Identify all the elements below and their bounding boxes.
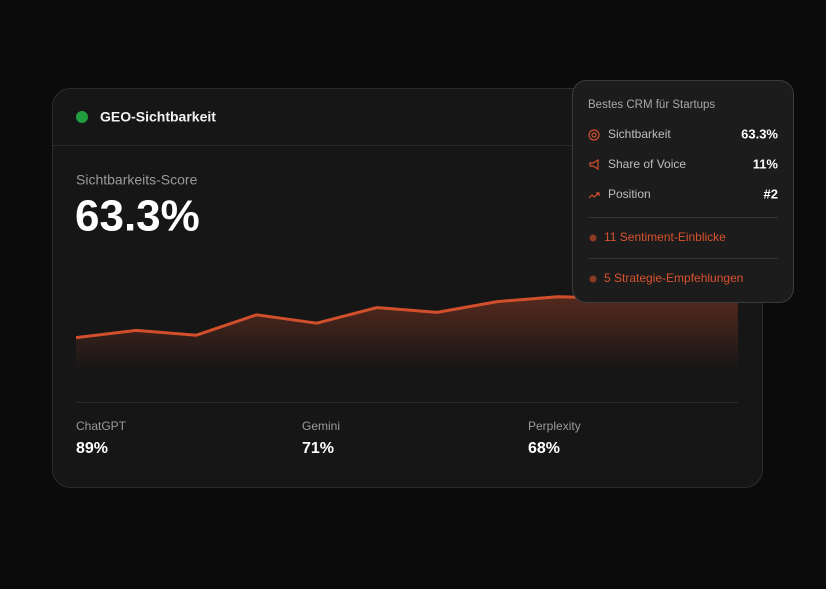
popup-link[interactable]: 5 Strategie-Empfehlungen xyxy=(604,271,743,285)
row-value: 11% xyxy=(753,156,779,171)
trend-icon xyxy=(588,192,600,199)
row-label: Position xyxy=(608,187,651,201)
bullet xyxy=(589,275,597,283)
popup: Bestes CRM für Startups Sichtbarkeit 63.… xyxy=(572,80,794,303)
score-label: Sichtbarkeits-Score xyxy=(76,172,198,188)
row-value: 63.3% xyxy=(741,126,778,141)
popup-frame xyxy=(572,80,794,303)
model-name: ChatGPT xyxy=(76,419,127,433)
model-name: Perplexity xyxy=(528,419,581,433)
model-name: Gemini xyxy=(302,419,340,433)
target-icon xyxy=(591,132,597,138)
megaphone-icon xyxy=(589,158,599,171)
row-value: #2 xyxy=(764,186,778,201)
popup-link[interactable]: 11 Sentiment-Einblicke xyxy=(604,230,726,244)
row-label: Sichtbarkeit xyxy=(608,127,671,141)
model-value: 89% xyxy=(76,440,108,457)
area xyxy=(76,293,738,370)
icons xyxy=(588,129,600,199)
target-icon xyxy=(588,129,600,141)
bullet xyxy=(589,234,597,242)
score-value: 63.3% xyxy=(75,192,200,241)
model-value: 71% xyxy=(302,440,334,457)
popup-title: Bestes CRM für Startups xyxy=(588,99,715,111)
model-value: 68% xyxy=(528,440,560,457)
status-dot xyxy=(76,111,88,123)
row-label: Share of Voice xyxy=(608,157,686,171)
card-title: GEO-Sichtbarkeit xyxy=(100,109,216,125)
